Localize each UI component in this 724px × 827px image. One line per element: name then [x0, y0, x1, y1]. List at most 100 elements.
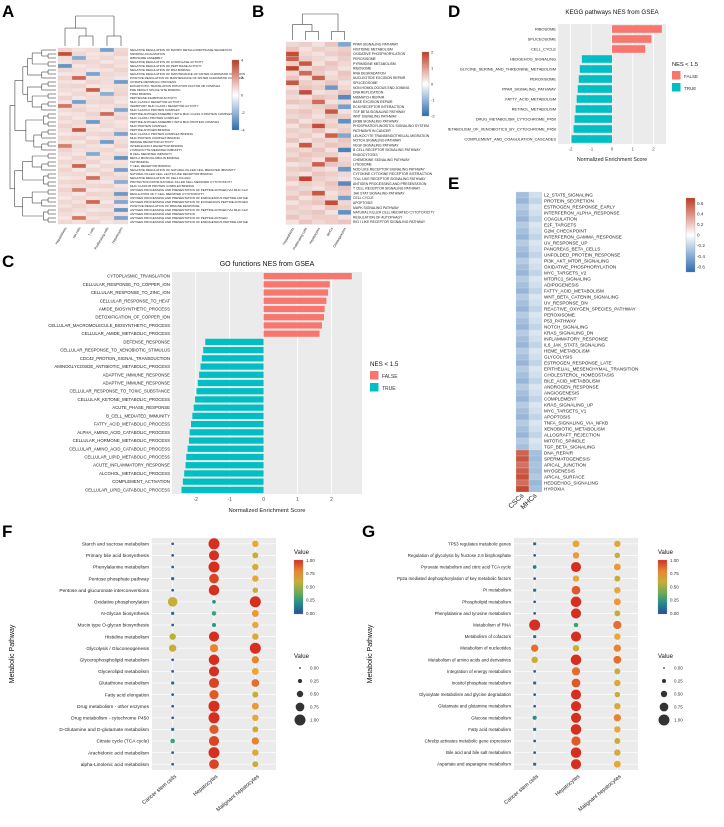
dot [573, 622, 579, 628]
heatmap-cell [311, 195, 326, 201]
heatmap-row-label: JAK STAT SIGNALING PATHWAY [353, 191, 405, 195]
size-legend-title: Value [658, 654, 674, 660]
dot [208, 735, 220, 747]
bar [263, 330, 320, 337]
heatmap-cell [515, 239, 530, 247]
heatmap-cell [528, 383, 543, 391]
chart-title: KEGG pathways NES from GSEA [565, 9, 659, 16]
heatmap-cell [285, 214, 300, 220]
heatmap-cell [311, 152, 326, 158]
bar-category-label: CELL_CYCLE [531, 46, 556, 51]
bar [187, 445, 264, 452]
heatmap-row-label: RIBOSOME ASSEMBLY [130, 56, 163, 60]
heatmap-cell [324, 185, 339, 191]
heatmap-cell [515, 389, 530, 397]
heatmap-cell [71, 195, 87, 201]
heatmap-cell [99, 51, 115, 57]
bar [197, 379, 264, 387]
heatmap-cell [298, 41, 313, 47]
heatmap-cell [515, 293, 530, 301]
y-category-label: Phenylalanine and tyrosine metabolism [435, 611, 512, 616]
heatmap-cell [311, 56, 326, 62]
heatmap-cell [337, 200, 352, 206]
heatmap-cell [85, 83, 101, 89]
bar-category-label: METABOLISM_OF_XENOBIOTICS_BY_CYTOCHROME_… [448, 126, 557, 131]
heatmap-cell [337, 185, 352, 191]
heatmap-row-label: FATTY_ACID_METABOLISM [544, 289, 604, 294]
heatmap-cell [337, 104, 352, 110]
heatmap-cell [99, 119, 115, 125]
y-category-label: Glycerolipid metabolism [98, 669, 149, 675]
heatmap-row-label: WNT_BETA_CATENIN_SIGNALING [544, 295, 619, 300]
bar [263, 314, 324, 321]
bar [184, 470, 264, 477]
heatmap-cell [311, 185, 326, 191]
heatmap-cell [113, 143, 129, 149]
heatmap-cell [528, 299, 543, 307]
heatmap-row-label: ANTIGEN PROCESSING AND PRESENTATION OF P… [130, 208, 248, 212]
dot [211, 622, 217, 628]
heatmap-cell [113, 71, 129, 77]
legend-entry-label: TRUE [684, 86, 696, 91]
heatmap-cell [99, 147, 115, 153]
heatmap-cell [528, 239, 543, 247]
heatmap-cell [528, 479, 543, 487]
bar-category-label: COMPLEMENT_AND_COAGULATION_CASCADES [464, 136, 556, 141]
dot [614, 726, 621, 733]
heatmap-svg: NEGATIVE REGULATION OF MATRIX METALLOPEP… [9, 15, 276, 250]
heatmap-cell [515, 275, 530, 283]
heatmap-cell [528, 311, 543, 319]
heatmap-row-label: EUKARYOTIC TRANSLATION INITIATION FACTOR… [130, 84, 220, 88]
dot [209, 690, 219, 700]
heatmap-cell [85, 203, 101, 209]
size-legend-dot [660, 690, 668, 698]
y-axis-title: Metabolic Pathway [9, 624, 16, 683]
heatmap-cell [337, 205, 352, 211]
x-category-label: Malignant hepatocytes [215, 774, 260, 813]
heatmap-cell [99, 211, 115, 217]
heatmap-cell [85, 167, 101, 173]
heatmap-cell [57, 167, 73, 173]
heatmap-row-label: SNORNA LOCALIZATION [130, 52, 165, 56]
heatmap-cell [71, 67, 87, 73]
heatmap-row-label: T CELL RECEPTOR SIGNALING PATHWAY [353, 187, 421, 191]
heatmap-row-label: TGF BETA SIGNALING PATHWAY [353, 110, 406, 114]
heatmap-cell [311, 147, 326, 153]
heatmap-cell [113, 187, 129, 193]
heatmap-row-label: APOPTOSIS [544, 415, 570, 420]
heatmap-cell [324, 75, 339, 81]
heatmap-cell [311, 75, 326, 81]
size-legend-tick: 1.00 [674, 718, 683, 723]
y-category-label: Inositol phosphate metabolism [452, 681, 512, 686]
heatmap-cell [85, 103, 101, 109]
bar [191, 420, 264, 428]
size-legend-dot [299, 667, 301, 669]
heatmap-cell [324, 109, 339, 115]
y-category-label: Chrebp activates metabolic gene expressi… [425, 739, 512, 744]
bar [263, 289, 329, 296]
heatmap-row-label: INTERLEUKIN 6 RECEPTOR BINDING [130, 144, 184, 148]
dot [533, 542, 537, 546]
dot [613, 598, 621, 606]
dot [209, 644, 219, 653]
heatmap-cell [298, 133, 313, 139]
heatmap-cell [515, 401, 530, 409]
bar-category-label: COMPLEMENT_ACTIVATION [112, 479, 170, 484]
heatmap-cell [311, 65, 326, 71]
heatmap-row-label: MISMATCH REPAIR [353, 95, 385, 99]
bar-category-label: RETINOL_METABOLISM [512, 106, 556, 111]
dot [614, 575, 621, 582]
heatmap-cell [71, 147, 87, 153]
x-tick-label: -2 [568, 147, 572, 152]
heatmap-cell [311, 128, 326, 134]
hallmark-heatmap: L2_STAT5_SIGNALING PROTEIN_SECRETION ESTRO… [448, 176, 722, 524]
heatmap-cell [99, 183, 115, 189]
heatmap-cell [57, 207, 73, 213]
heatmap-cell [113, 207, 129, 213]
bar [182, 478, 264, 485]
heatmap-cell [99, 115, 115, 121]
heatmap-cell [285, 113, 300, 119]
heatmap-row-label: RNA DEGRADATION [353, 71, 386, 75]
heatmap-cell [85, 123, 101, 129]
heatmap-row-label: HISTIDINE METABOLISM [353, 47, 393, 51]
